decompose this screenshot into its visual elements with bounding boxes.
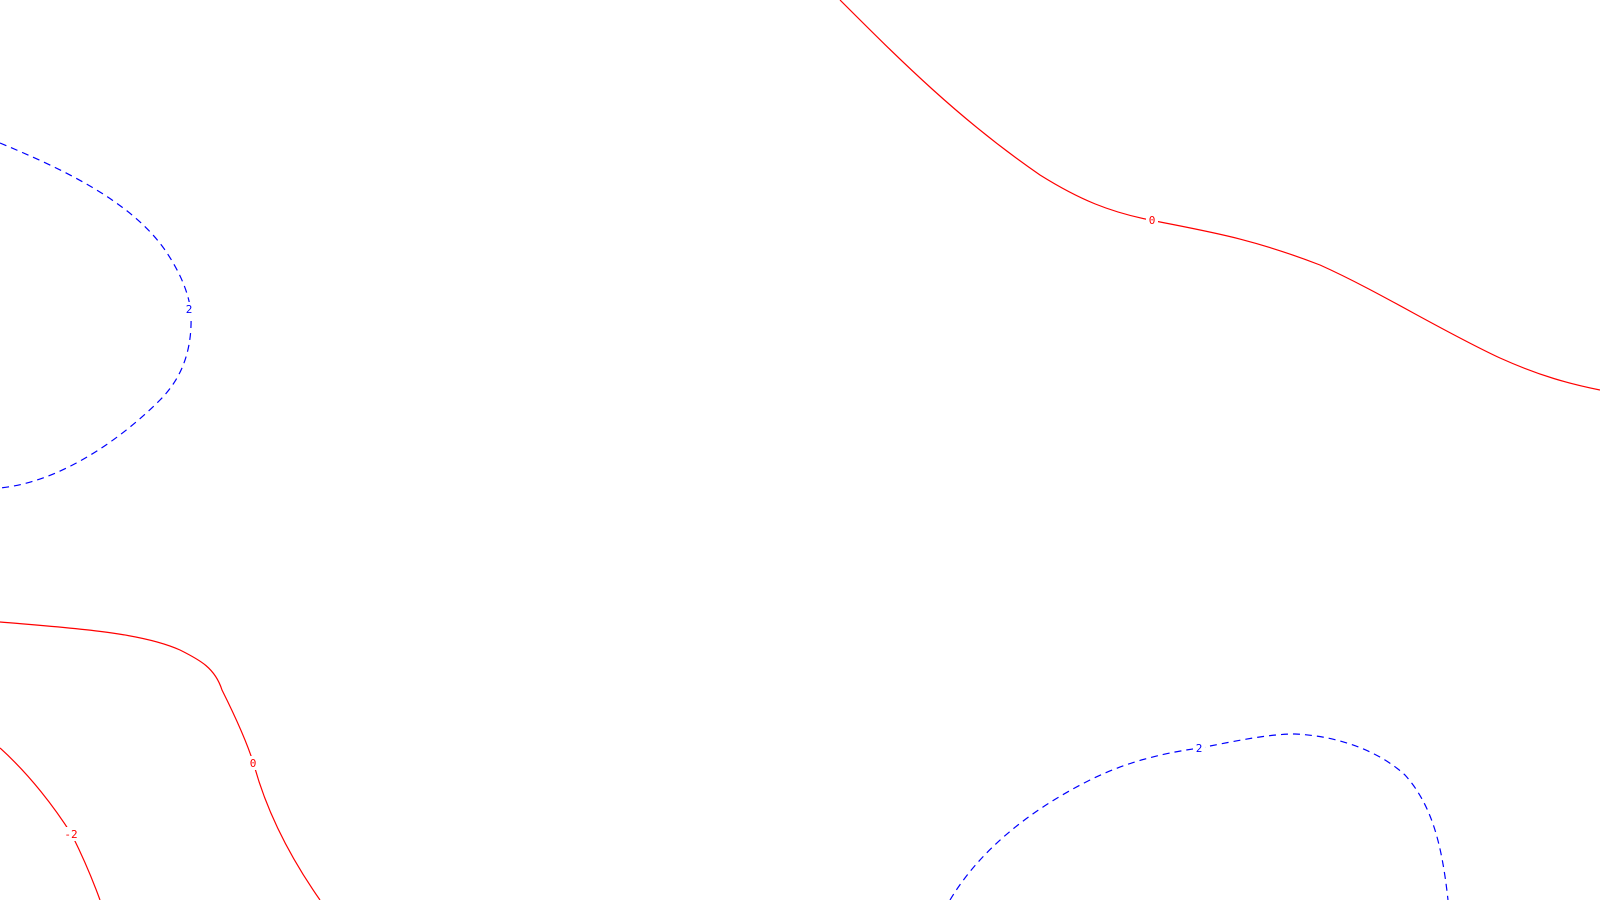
contour-label: 0 bbox=[250, 757, 257, 770]
contour-label: 2 bbox=[1196, 742, 1203, 755]
contour-line-neg-two: -2 bbox=[0, 747, 101, 900]
contour-line-zero-top: 0 bbox=[839, 0, 1600, 391]
contour-label: 2 bbox=[186, 303, 193, 316]
contour-line-two-left: 2 bbox=[0, 142, 195, 489]
contour-label: 0 bbox=[1149, 214, 1156, 227]
contour-label: -2 bbox=[64, 828, 77, 841]
contour-line-two-right: 2 bbox=[949, 733, 1449, 900]
contour-line-zero-bottom: 0 bbox=[0, 621, 321, 900]
